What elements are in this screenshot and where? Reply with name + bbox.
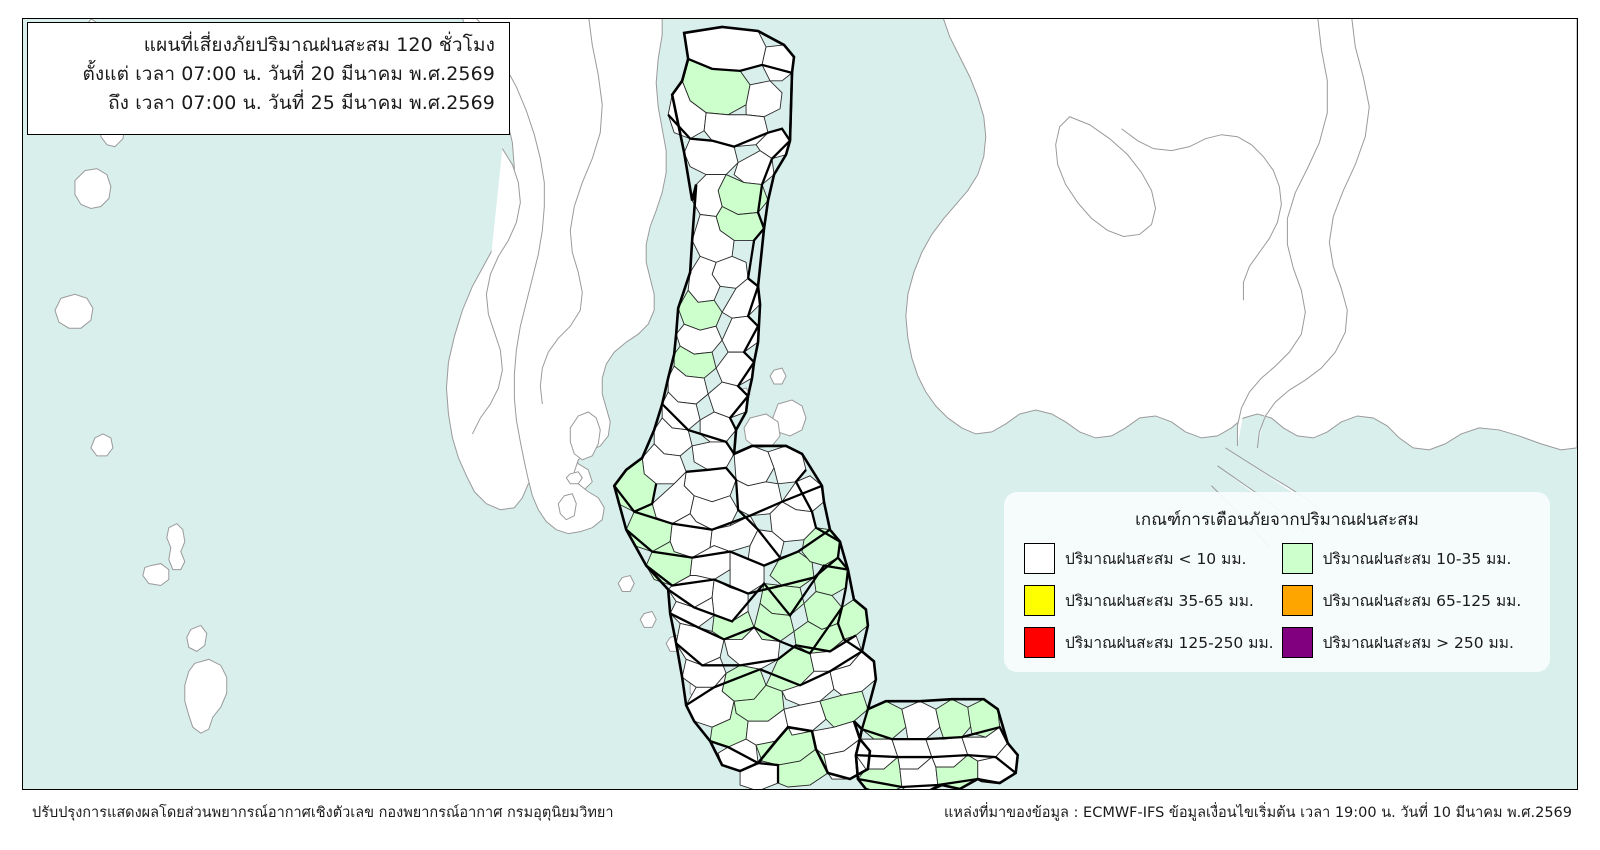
- district-layer-upper-isthmus: [653, 26, 795, 471]
- district-s03-wet[interactable]: [935, 698, 975, 740]
- province-border-pattani: [861, 725, 1009, 744]
- district-l12-wet[interactable]: [819, 690, 869, 728]
- island-phi-phi: [565, 471, 583, 485]
- mekong-tributary: [1236, 19, 1328, 446]
- legend-item-65-125[interactable]: ปริมาณฝนสะสม 65-125 มม.: [1281, 585, 1528, 616]
- title-line-2: ตั้งแต่ เวลา 07:00 น. วันที่ 20 มีนาคม พ…: [82, 62, 495, 85]
- province-border-interior-f: [633, 483, 658, 513]
- province-border-interior-g: [709, 740, 780, 784]
- province-border-interior-c: [794, 469, 849, 571]
- myanmar-river: [539, 19, 603, 405]
- island-little-andaman: [74, 168, 112, 210]
- province-border-interior-b: [728, 277, 760, 431]
- myanmar-coast-detail: [471, 148, 521, 435]
- district-layer-deep-south: [855, 698, 1019, 789]
- legend-label-35-65: ปริมาณฝนสะสม 35-65 มม.: [1065, 592, 1254, 610]
- footer-right-source: แหล่งที่มาของข้อมูล : ECMWF-IFS ข้อมูลเง…: [944, 804, 1572, 821]
- legend-title: เกณฑ์การเตือนภัยจากปริมาณฝนสะสม: [1135, 510, 1419, 530]
- map-title-card: แผนที่เสี่ยงภัยปริมาณฝนสะสม 120 ชั่วโมง …: [27, 22, 510, 135]
- province-border-interior-e: [686, 466, 781, 559]
- island-nicobar-chain-a: [166, 523, 186, 571]
- province-border-yala: [855, 753, 1017, 774]
- thailand-peninsula-map: [54, 19, 1577, 789]
- province-border-songkhla: [675, 634, 857, 667]
- legend-swatch-lt10: [1024, 543, 1055, 574]
- island-car-nicobar: [54, 293, 94, 329]
- district-s02[interactable]: [901, 700, 941, 740]
- province-border-nakhon: [645, 556, 839, 595]
- province-border-phatthalung: [669, 606, 843, 655]
- island-nicobar-chain-b: [142, 563, 170, 587]
- title-line-1: แผนที่เสี่ยงภัยปริมาณฝนสะสม 120 ชั่วโมง: [143, 34, 495, 56]
- province-border-interior-a: [746, 139, 791, 279]
- district-layer-lower-peninsula: [681, 634, 877, 789]
- island-ko-tao: [769, 367, 787, 385]
- title-line-3: ถึง เวลา 07:00 น. วันที่ 25 มีนาคม พ.ศ.2…: [108, 91, 495, 114]
- island-lanta: [557, 493, 577, 521]
- province-border-trang: [667, 564, 849, 623]
- island-great-nicobar: [184, 658, 228, 734]
- legend-grid: ปริมาณฝนสะสม < 10 มม. ปริมาณฝนสะสม 10-35…: [1004, 543, 1550, 658]
- island-small-andaman-c: [639, 610, 657, 628]
- province-border-krabi: [625, 528, 831, 567]
- legend-swatch-gt250: [1281, 627, 1313, 658]
- district-u09[interactable]: [733, 150, 775, 186]
- district-m29[interactable]: [723, 626, 781, 670]
- province-border-interior-d: [836, 569, 863, 653]
- legend-item-125-250[interactable]: ปริมาณฝนสะสม 125-250 มม.: [1024, 627, 1274, 658]
- gulf-islands: [733, 367, 807, 449]
- legend-label-gt250: ปริมาณฝนสะสม > 250 มม.: [1322, 634, 1514, 652]
- tonle-sap-lake: [1055, 116, 1157, 237]
- legend-panel: เกณฑ์การเตือนภัยจากปริมาณฝนสะสม ปริมาณฝน…: [1004, 492, 1550, 672]
- inland-border-line: [1121, 128, 1282, 301]
- island-nicobar-small-a: [90, 433, 114, 457]
- district-u03[interactable]: [745, 80, 783, 118]
- legend-label-10-35: ปริมาณฝนสะสม 10-35 มม.: [1322, 550, 1512, 568]
- island-great-nicobar-north: [186, 624, 208, 652]
- legend-label-lt10: ปริมาณฝนสะสม < 10 มม.: [1065, 550, 1247, 568]
- island-small-andaman-b: [617, 574, 635, 593]
- province-border-narathiwat: [857, 777, 1000, 789]
- western-mainland-layer: [471, 19, 667, 535]
- province-border-chumphon: [671, 57, 794, 141]
- map-canvas[interactable]: [22, 18, 1578, 790]
- footer-bar: ปรับปรุงการแสดงผลโดยส่วนพยากรณ์อากาศเชิง…: [22, 792, 1578, 832]
- district-u27[interactable]: [691, 441, 735, 471]
- legend-label-125-250: ปริมาณฝนสะสม 125-250 มม.: [1065, 634, 1274, 652]
- province-border-surat: [661, 403, 803, 456]
- legend-item-gt250[interactable]: ปริมาณฝนสะสม > 250 มม.: [1281, 627, 1528, 658]
- province-border-interior-h: [854, 708, 870, 780]
- legend-swatch-10-35: [1281, 543, 1313, 574]
- district-m18-wet[interactable]: [769, 551, 815, 588]
- legend-item-35-65[interactable]: ปริมาณฝนสะสม 35-65 มม.: [1024, 585, 1274, 616]
- footer-left-credit: ปรับปรุงการแสดงผลโดยส่วนพยากรณ์อากาศเชิง…: [32, 804, 614, 821]
- province-boundary-layer: [612, 25, 1020, 789]
- legend-swatch-35-65: [1024, 585, 1055, 616]
- island-phuket: [569, 411, 601, 461]
- legend-swatch-65-125: [1281, 585, 1313, 616]
- legend-label-65-125: ปริมาณฝนสะสม 65-125 มม.: [1322, 592, 1522, 610]
- legend-swatch-125-250: [1024, 627, 1055, 658]
- province-border-ranong: [667, 113, 791, 148]
- legend-item-10-35[interactable]: ปริมาณฝนสะสม 10-35 มม.: [1281, 543, 1528, 574]
- legend-item-lt10[interactable]: ปริมาณฝนสะสม < 10 มม.: [1024, 543, 1274, 574]
